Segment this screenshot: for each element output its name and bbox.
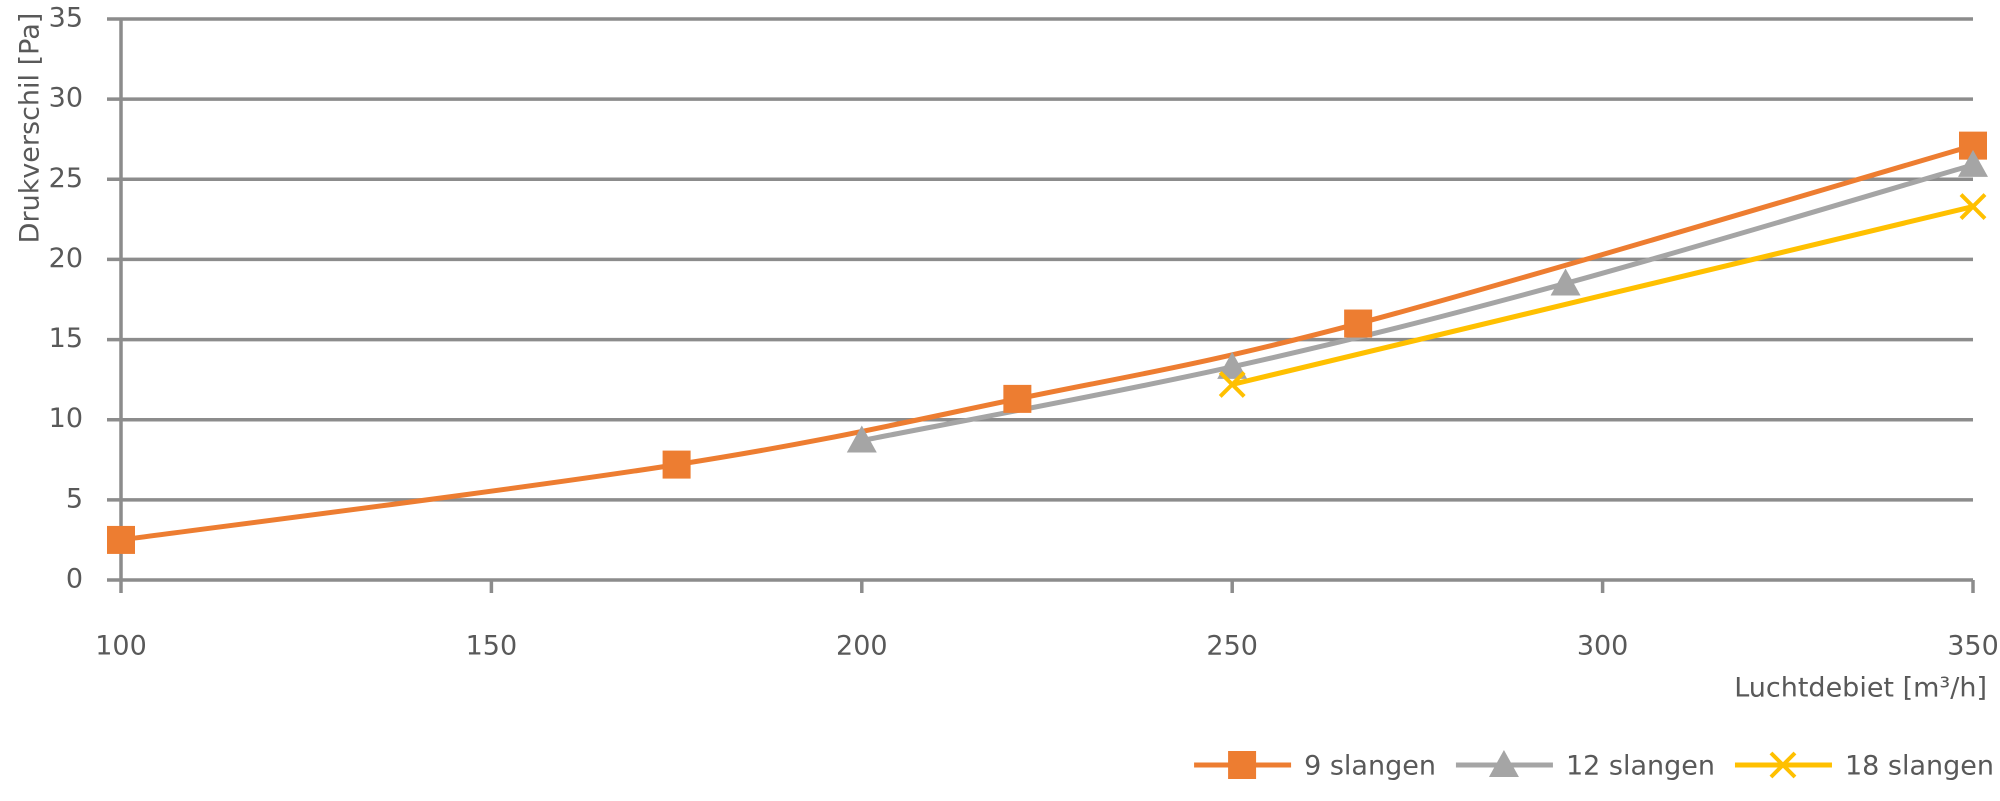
y-tick-label: 0 bbox=[66, 564, 83, 595]
legend-item: 18 slangen bbox=[1734, 751, 1994, 782]
y-axis-title: Drukverschil [Pa] bbox=[15, 13, 46, 244]
series-line bbox=[1231, 204, 1974, 387]
marker bbox=[1217, 351, 1248, 379]
x-tick-label: 150 bbox=[466, 631, 518, 662]
marker bbox=[662, 450, 691, 479]
marker bbox=[1959, 193, 1987, 220]
y-tick-label: 25 bbox=[49, 163, 83, 194]
x-axis-title: Luchtdebiet [m³/h] bbox=[1734, 673, 1987, 704]
y-tick-label: 5 bbox=[66, 483, 83, 514]
x-tick-label: 300 bbox=[1577, 631, 1629, 662]
x-tick-label: 200 bbox=[836, 631, 888, 662]
legend-label: 9 slangen bbox=[1304, 751, 1436, 782]
marker bbox=[1958, 149, 1988, 177]
legend-marker bbox=[1769, 751, 1797, 779]
marker bbox=[1550, 268, 1581, 296]
y-tick-label: 15 bbox=[49, 323, 83, 354]
series-line bbox=[120, 143, 1974, 543]
x-tick-label: 100 bbox=[95, 631, 147, 662]
legend-item: 9 slangen bbox=[1194, 751, 1436, 782]
y-tick-label: 35 bbox=[49, 3, 83, 34]
marker bbox=[846, 425, 877, 453]
legend: 9 slangen 12 slangen 18 slangen bbox=[1194, 750, 1994, 782]
y-tick-label: 30 bbox=[49, 83, 83, 114]
y-tick-label: 10 bbox=[49, 403, 83, 434]
x-tick-label: 250 bbox=[1206, 631, 1258, 662]
legend-label: 18 slangen bbox=[1845, 751, 1994, 782]
marker bbox=[1344, 309, 1373, 338]
y-tick-label: 20 bbox=[49, 243, 83, 274]
marker bbox=[1003, 384, 1032, 413]
legend-marker bbox=[1228, 751, 1257, 779]
legend-item: 12 slangen bbox=[1455, 750, 1715, 782]
legend-label: 12 slangen bbox=[1566, 751, 1715, 782]
marker bbox=[107, 525, 135, 554]
x-tick-label: 350 bbox=[1947, 631, 1999, 662]
marker bbox=[1218, 371, 1246, 398]
legend-marker bbox=[1488, 750, 1519, 777]
